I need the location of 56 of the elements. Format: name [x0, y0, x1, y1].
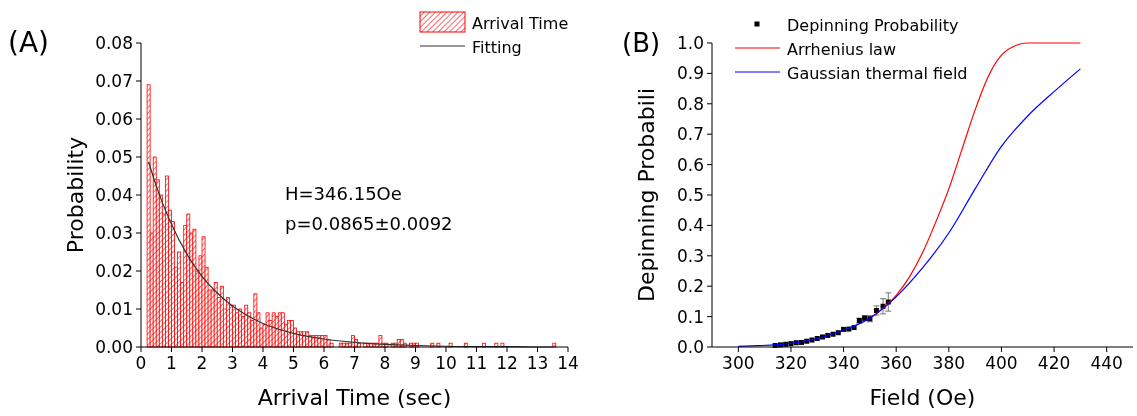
y-tick-label: 0.0: [676, 337, 704, 357]
x-tick-label: 6: [318, 353, 330, 373]
x-tick-label: 8: [379, 353, 391, 373]
text: (B): [622, 28, 661, 58]
x-tick-label: 0: [135, 353, 147, 373]
y-tick-label: 0.07: [95, 71, 133, 91]
y-tick-label: 0.06: [95, 109, 133, 129]
y-tick-label: 0.05: [95, 147, 133, 167]
x-tick-label: 14: [557, 353, 579, 373]
legend-label: Fitting: [472, 38, 522, 57]
x-axis-title: Field (Oe): [869, 385, 976, 410]
y-axis-title: Depinning Probabili: [634, 87, 659, 303]
y-tick-label: 0.6: [676, 154, 704, 175]
x-tick-label: 380: [932, 353, 966, 373]
legend-label: Depinning Probability: [787, 16, 959, 35]
x-tick-label: 11: [465, 353, 488, 373]
y-tick-label: 0.4: [676, 215, 704, 236]
y-tick-label: 0.04: [95, 185, 133, 205]
y-axis-title: Probability: [63, 136, 88, 254]
y-tick-label: 0.8: [676, 93, 704, 114]
x-tick-label: 10: [435, 353, 457, 373]
x-tick-label: 320: [774, 353, 808, 373]
legend-label: Gaussian thermal field: [787, 64, 968, 83]
x-tick-label: 13: [526, 353, 549, 373]
x-axis-title: Arrival Time (sec): [257, 385, 452, 410]
x-tick-label: 340: [827, 353, 860, 373]
y-tick-label: 0.01: [95, 299, 133, 319]
y-tick-label: 0.5: [676, 185, 704, 205]
x-tick-label: 400: [985, 353, 1018, 373]
x-tick-label: 3: [227, 353, 238, 373]
x-tick-label: 300: [722, 353, 755, 373]
x-tick-label: 5: [288, 353, 299, 373]
y-tick-label: 0.3: [676, 245, 704, 266]
x-tick-label: 360: [879, 353, 913, 373]
x-tick-label: 12: [496, 353, 518, 373]
text: (A): [8, 26, 50, 59]
legend-label: Arrival Time: [472, 14, 569, 33]
x-tick-label: 420: [1037, 353, 1071, 373]
y-tick-label: 0.9: [676, 63, 704, 84]
y-tick-label: 0.00: [95, 337, 133, 357]
y-tick-label: 0.08: [95, 33, 133, 53]
legend-label: Arrhenius law: [787, 40, 897, 59]
x-tick-label: 7: [349, 353, 360, 373]
x-tick-label: 440: [1090, 353, 1123, 373]
y-tick-label: 0.03: [95, 223, 133, 243]
y-tick-label: 1.0: [676, 33, 704, 53]
y-tick-label: 0.7: [676, 124, 704, 145]
x-tick-label: 9: [410, 353, 421, 373]
y-tick-label: 0.1: [676, 306, 704, 327]
annotation: H=346.15Oe: [285, 183, 402, 204]
x-tick-label: 1: [166, 353, 177, 373]
annotation: p=0.0865±0.0092: [285, 213, 453, 234]
x-tick-label: 4: [257, 353, 269, 373]
y-tick-label: 0.02: [95, 261, 133, 281]
x-tick-label: 2: [196, 353, 208, 373]
y-tick-label: 0.2: [676, 276, 704, 297]
